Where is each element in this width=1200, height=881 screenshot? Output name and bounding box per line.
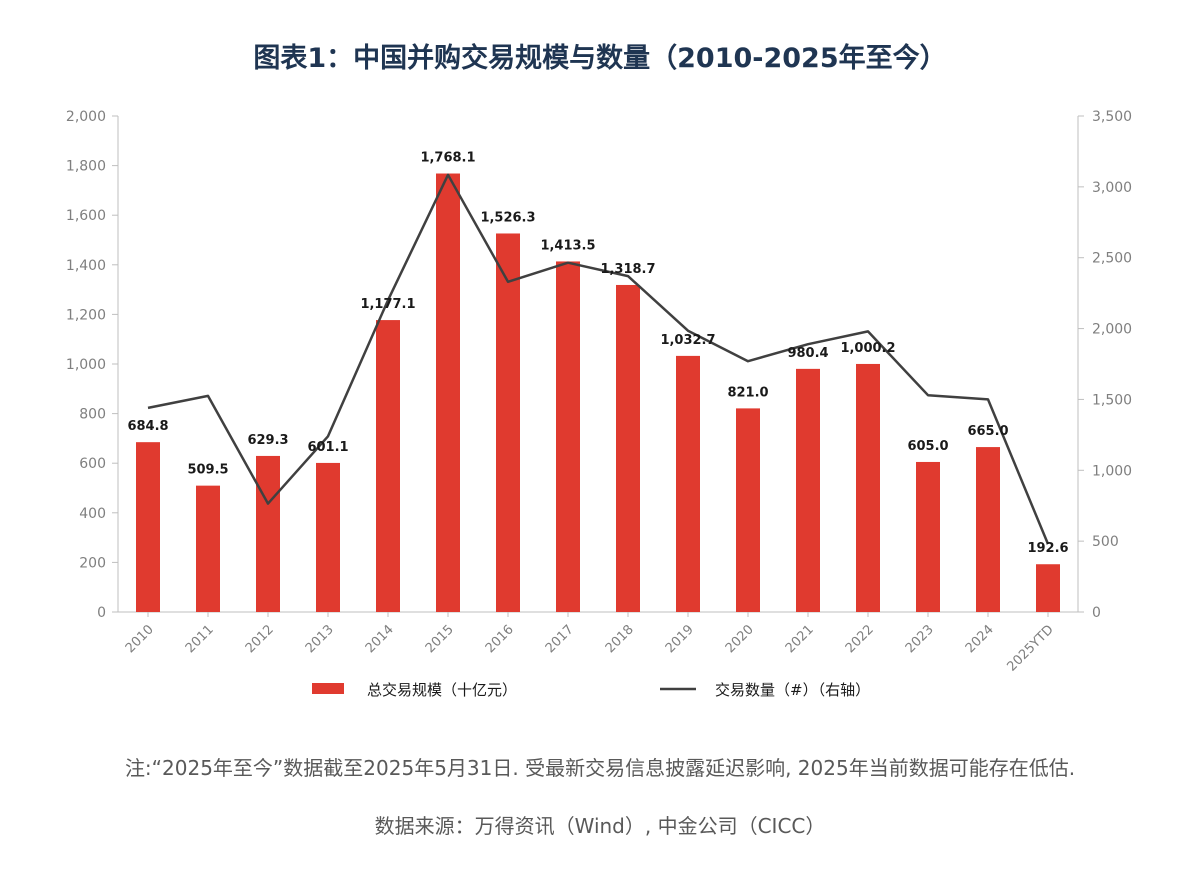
right-axis-tick-label: 3,000 bbox=[1092, 180, 1132, 196]
left-axis-tick-label: 400 bbox=[79, 506, 106, 522]
bar-value-label: 1,413.5 bbox=[540, 238, 595, 253]
right-axis-tick-label: 0 bbox=[1092, 605, 1101, 621]
x-axis-tick-label: 2024 bbox=[963, 622, 997, 656]
legend-line-label: 交易数量（#）（右轴） bbox=[715, 681, 870, 699]
bar-value-label: 1,177.1 bbox=[360, 297, 415, 312]
bar-value-label: 629.3 bbox=[247, 433, 288, 448]
bar bbox=[796, 368, 820, 612]
right-axis-tick-label: 3,500 bbox=[1092, 109, 1132, 125]
bar-value-label: 192.6 bbox=[1027, 541, 1068, 556]
bar bbox=[136, 442, 160, 612]
bar bbox=[256, 455, 280, 612]
legend: 总交易规模（十亿元） 交易数量（#）（右轴） bbox=[312, 681, 870, 699]
bar-value-label: 684.8 bbox=[127, 419, 168, 434]
left-axis-tick-label: 1,200 bbox=[66, 307, 106, 323]
left-axis-tick-label: 1,800 bbox=[66, 159, 106, 175]
left-axis-tick-label: 0 bbox=[97, 605, 106, 621]
bar bbox=[1036, 564, 1060, 612]
x-axis-tick-label: 2014 bbox=[363, 622, 397, 656]
x-axis-tick-label: 2020 bbox=[723, 622, 757, 656]
x-axis-tick-label: 2011 bbox=[183, 622, 217, 656]
footnote: 注:“2025年至今”数据截至2025年5月31日. 受最新交易信息披露延迟影响… bbox=[124, 756, 1076, 780]
bar-value-label: 509.5 bbox=[187, 463, 228, 478]
x-axis-tick-label: 2013 bbox=[303, 622, 337, 656]
left-axis-tick-label: 2,000 bbox=[66, 109, 106, 125]
bar-value-label: 821.0 bbox=[727, 385, 768, 400]
right-axis-tick-label: 1,000 bbox=[1092, 463, 1132, 479]
bar bbox=[316, 462, 340, 612]
bar bbox=[376, 320, 400, 612]
left-axis-tick-label: 800 bbox=[79, 407, 106, 423]
bar-value-label: 665.0 bbox=[967, 424, 1008, 439]
bar bbox=[436, 173, 460, 612]
left-axis-tick-label: 200 bbox=[79, 555, 106, 571]
bar-value-label: 601.1 bbox=[307, 440, 348, 455]
axes: 0 200 400 600 800 1,000 1,200 1,400 1,600 1,800 2,… bbox=[66, 109, 1132, 675]
bar-value-label: 1,032.7 bbox=[660, 333, 715, 348]
bar-value-label: 1,526.3 bbox=[480, 210, 535, 225]
right-axis-tick-label: 1,500 bbox=[1092, 392, 1132, 408]
bar bbox=[676, 355, 700, 612]
left-axis-tick-label: 1,600 bbox=[66, 208, 106, 224]
bar bbox=[496, 233, 520, 612]
bar-value-label: 980.4 bbox=[787, 346, 828, 361]
bar bbox=[616, 284, 640, 612]
bar bbox=[196, 485, 220, 612]
x-axis-tick-label: 2017 bbox=[543, 622, 577, 656]
bar-value-label: 605.0 bbox=[907, 439, 948, 454]
left-axis-tick-label: 1,000 bbox=[66, 357, 106, 373]
x-axis-tick-label: 2016 bbox=[483, 622, 517, 656]
data-source: 数据来源：万得资讯（Wind）, 中金公司（CICC） bbox=[374, 814, 826, 838]
right-axis-tick-label: 2,000 bbox=[1092, 322, 1132, 338]
x-axis-tick-label: 2023 bbox=[903, 622, 937, 656]
x-axis-tick-label: 2012 bbox=[243, 622, 277, 656]
x-axis-tick-label: 2015 bbox=[423, 622, 457, 656]
bar-value-label: 1,318.7 bbox=[600, 262, 655, 277]
x-axis-tick-label: 2018 bbox=[603, 622, 637, 656]
bar bbox=[856, 363, 880, 612]
data-labels: 684.8 509.5 629.3 601.1 1,177.1 1,768.1 1,526.… bbox=[127, 151, 1068, 557]
x-axis-tick-label: 2022 bbox=[843, 622, 877, 656]
bar bbox=[976, 447, 1000, 612]
left-axis-tick-label: 600 bbox=[79, 456, 106, 472]
x-axis-tick-label: 2019 bbox=[663, 622, 697, 656]
legend-bar-label: 总交易规模（十亿元） bbox=[367, 681, 517, 699]
bar-value-label: 1,768.1 bbox=[420, 151, 475, 166]
line-series bbox=[147, 173, 1050, 545]
right-axis-tick-label: 2,500 bbox=[1092, 251, 1132, 267]
right-axis-tick-label: 500 bbox=[1092, 534, 1119, 550]
legend-bar-swatch bbox=[312, 683, 344, 694]
x-axis-tick-label: 2010 bbox=[123, 622, 157, 656]
left-axis-tick-label: 1,400 bbox=[66, 258, 106, 274]
bar bbox=[736, 408, 760, 612]
chart-title: 图表1：中国并购交易规模与数量（2010-2025年至今） bbox=[253, 43, 947, 74]
x-axis-tick-label: 2021 bbox=[783, 622, 817, 656]
bar-series bbox=[136, 173, 1060, 612]
bar-value-label: 1,000.2 bbox=[840, 341, 895, 356]
bar bbox=[556, 261, 580, 612]
bar bbox=[916, 461, 940, 612]
deal-count-line bbox=[147, 173, 1050, 545]
x-axis-tick-label: 2025YTD bbox=[1005, 622, 1057, 674]
